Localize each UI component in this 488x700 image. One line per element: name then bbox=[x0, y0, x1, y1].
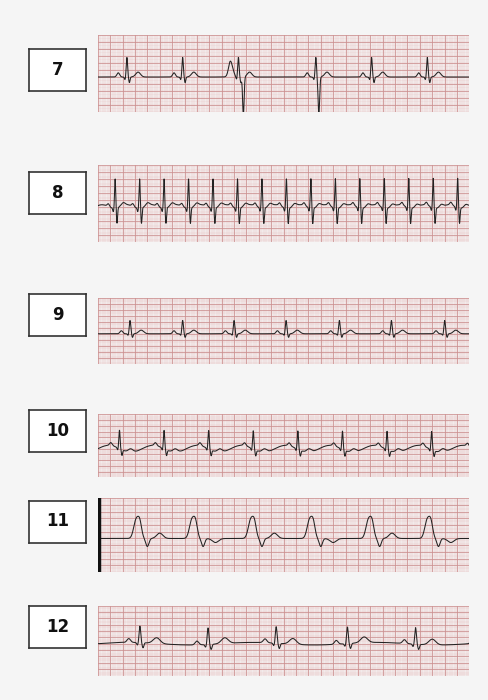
Text: 9: 9 bbox=[52, 306, 63, 324]
Text: 10: 10 bbox=[46, 421, 69, 440]
Text: 7: 7 bbox=[52, 61, 63, 79]
Text: 8: 8 bbox=[52, 183, 63, 202]
Text: 12: 12 bbox=[46, 617, 69, 636]
Text: 11: 11 bbox=[46, 512, 69, 531]
